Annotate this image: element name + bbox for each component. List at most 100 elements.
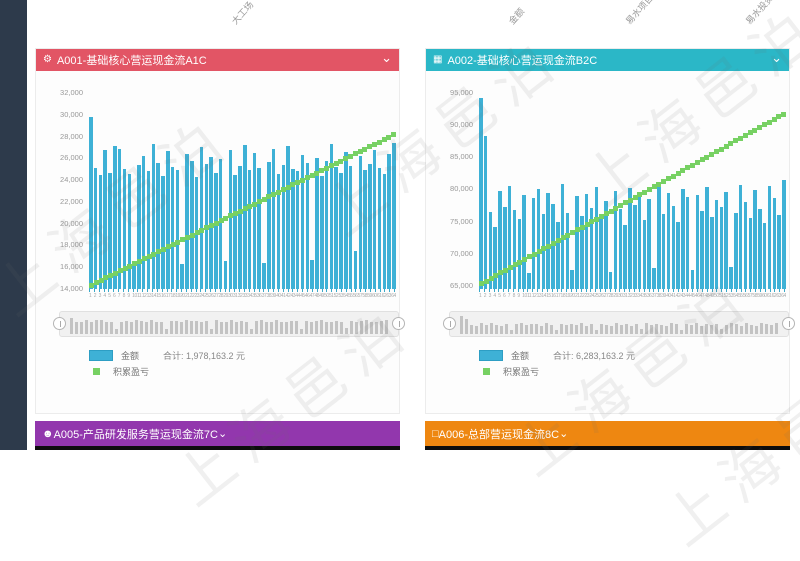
navigator-mini-bar — [685, 323, 688, 334]
datazoom-right-handle[interactable] — [782, 317, 795, 330]
bar — [320, 175, 324, 289]
trend-dot — [771, 116, 777, 122]
bar — [382, 173, 387, 289]
trend-dot — [170, 242, 176, 248]
trend-dot — [560, 235, 566, 241]
navigator-mini-bar — [575, 324, 578, 334]
trend-dot — [733, 138, 739, 144]
panel-a006-body-edge — [425, 446, 790, 450]
navigator-mini-bar — [490, 323, 493, 334]
panel-a006-header[interactable]: □ A006-总部营运现金流8C ⌄ — [425, 421, 790, 446]
bar — [141, 156, 146, 289]
chevron-down-icon[interactable]: ⌄ — [771, 50, 782, 65]
trend-dot — [574, 227, 580, 233]
bar — [295, 171, 300, 289]
bar — [512, 209, 517, 289]
bar — [89, 116, 93, 289]
y-tick-label: 24,000 — [60, 175, 83, 185]
chevron-down-icon[interactable]: ⌄ — [381, 50, 392, 65]
trend-dot — [132, 261, 138, 267]
navigator-mini-bar — [160, 321, 163, 334]
navigator-mini-bar — [730, 323, 733, 334]
trend-dot — [252, 201, 258, 207]
trend-dot — [285, 184, 291, 190]
bar — [700, 211, 704, 289]
trend-dot — [728, 141, 734, 147]
bar — [267, 161, 271, 289]
chevron-down-icon[interactable]: ⌄ — [559, 428, 569, 440]
navigator-mini-bar — [250, 329, 253, 334]
navigator-mini-bar — [565, 325, 568, 334]
bar-swatch — [479, 349, 503, 361]
trend-dot — [165, 244, 171, 250]
datazoom-left-handle[interactable] — [443, 317, 456, 330]
bar — [541, 213, 546, 289]
panel-a001-header[interactable]: ⚙ A001-基础核心营运现金流A1C ⌄ — [36, 49, 399, 71]
navigator-mini-bar — [235, 321, 238, 334]
navigator-mini-bar — [380, 320, 383, 334]
navigator-mini-bar — [125, 320, 128, 334]
bar — [527, 272, 531, 289]
navigator-mini-bar — [385, 319, 388, 334]
trend-dot — [367, 144, 373, 150]
bar — [286, 146, 290, 289]
bar — [271, 148, 276, 289]
datazoom-navigator[interactable] — [53, 311, 405, 337]
navigator-mini-bar — [620, 324, 623, 334]
navigator-mini-bar — [660, 324, 663, 334]
bar — [218, 159, 223, 289]
left-sidebar-rail[interactable] — [0, 0, 27, 450]
navigator-mini-bar — [230, 320, 233, 334]
trend-dot — [127, 263, 133, 269]
trend-dot — [228, 213, 234, 219]
bar — [637, 195, 642, 289]
datazoom-left-handle[interactable] — [53, 317, 66, 330]
navigator-mini-bar — [595, 329, 598, 334]
navigator-mini-bar — [340, 321, 343, 334]
trend-dot — [622, 200, 628, 206]
bar — [113, 146, 117, 289]
navigator-mini-bar — [555, 329, 558, 334]
datazoom-navigator[interactable] — [443, 311, 795, 337]
bar — [300, 155, 305, 289]
panel-a002-header[interactable]: ▦ A002-基础核心营运现金流B2C ⌄ — [426, 49, 789, 71]
bar — [666, 193, 671, 289]
legend-item-cumulative[interactable]: 积累盈亏 — [479, 363, 635, 379]
legend-item-cumulative[interactable]: 积累盈亏 — [89, 363, 245, 379]
legend: 金额 合计: 1,978,163.2 元 积累盈亏 — [89, 347, 245, 379]
chevron-down-icon[interactable]: ⌄ — [218, 428, 228, 440]
bar — [498, 190, 502, 289]
navigator-mini-bar — [605, 324, 608, 334]
bar — [531, 198, 536, 289]
navigator-mini-bar — [690, 325, 693, 334]
datazoom-right-handle[interactable] — [392, 317, 405, 330]
trend-dot — [483, 278, 489, 284]
trend-dot — [589, 219, 595, 225]
navigator-mini-bar — [675, 323, 678, 334]
y-tick-label: 80,000 — [450, 184, 473, 194]
navigator-mini-bar — [545, 322, 548, 334]
bar — [594, 186, 598, 289]
navigator-mini-bar — [375, 322, 378, 334]
panel-a005-header[interactable]: ☻ A005-产品研发服务营运现金流7C ⌄ — [35, 421, 400, 446]
y-tick-label: 30,000 — [60, 109, 83, 119]
navigator-mini-bar — [760, 323, 763, 334]
trend-dot — [709, 151, 715, 157]
bar-swatch — [89, 349, 113, 361]
navigator-mini-bar — [775, 322, 778, 334]
navigator-mini-bar — [195, 320, 198, 334]
navigator-mini-bar — [755, 325, 758, 334]
trend-dot — [704, 154, 710, 160]
bar — [223, 260, 228, 289]
trend-dot — [570, 230, 576, 236]
legend-item-amount[interactable]: 金额 合计: 1,978,163.2 元 — [89, 347, 245, 363]
trend-dot — [247, 203, 253, 209]
trend-dot — [362, 146, 368, 152]
navigator-mini-bar — [735, 324, 738, 334]
navigator-mini-bar — [100, 320, 103, 334]
navigator-mini-bar — [260, 320, 263, 334]
legend-item-amount[interactable]: 金额 合计: 6,283,163.2 元 — [479, 347, 635, 363]
trend-dot — [642, 189, 648, 195]
bar-series — [89, 93, 396, 289]
bar — [556, 222, 560, 289]
